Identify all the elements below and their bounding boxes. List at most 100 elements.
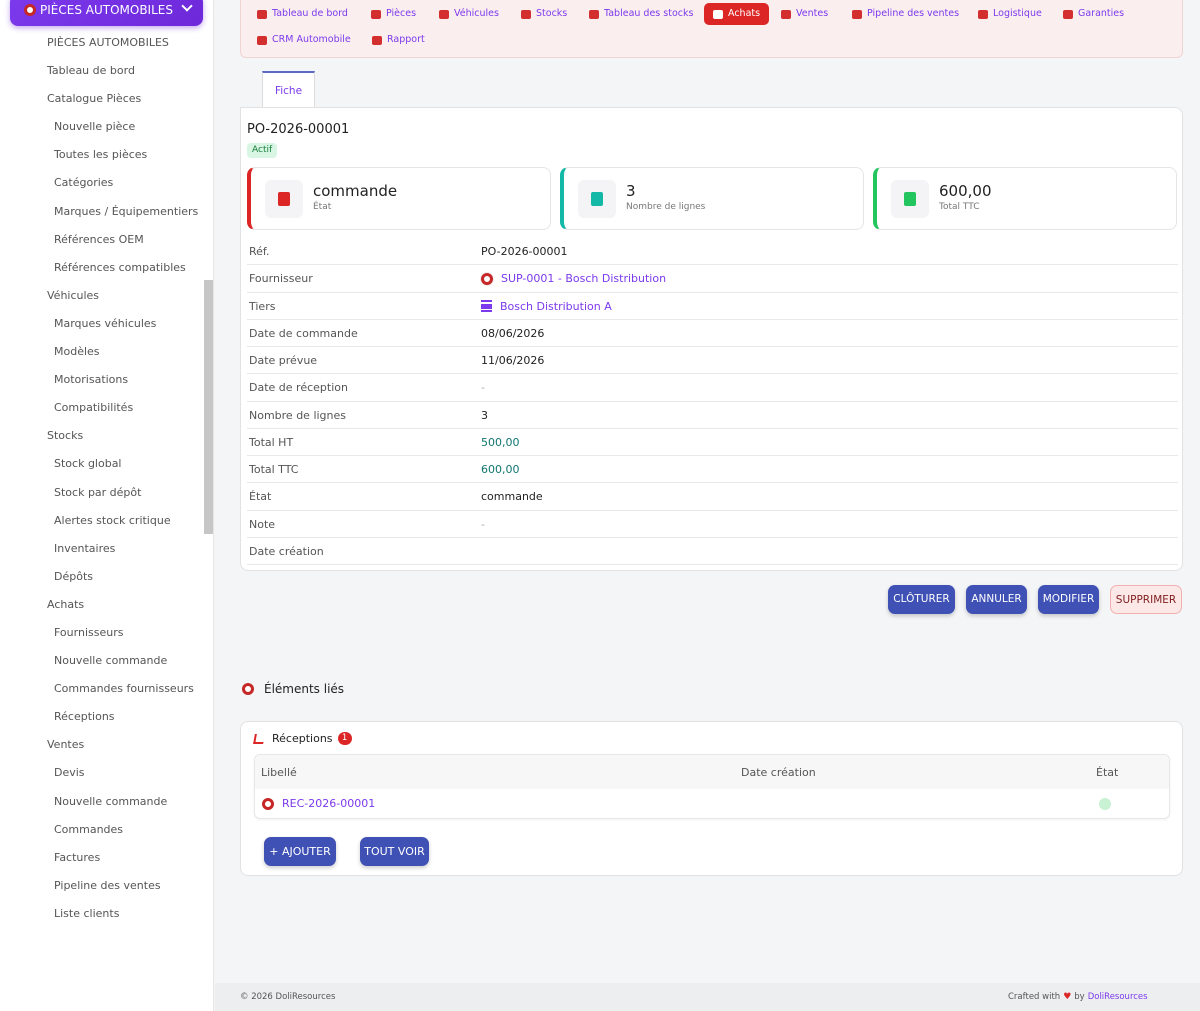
- nav-item[interactable]: Ventes: [781, 3, 828, 25]
- detail-value-text[interactable]: Bosch Distribution A: [500, 299, 612, 313]
- sidebar-item[interactable]: Stock par dépôt: [54, 485, 142, 499]
- detail-value-text: 11/06/2026: [481, 354, 545, 367]
- nav-item[interactable]: Garanties: [1063, 3, 1124, 25]
- sidebar-item[interactable]: Marques véhicules: [54, 316, 157, 330]
- detail-value-text[interactable]: SUP-0001 - Bosch Distribution: [501, 272, 667, 286]
- sidebar-item[interactable]: Nouvelle commande: [54, 654, 168, 668]
- sidebar-item[interactable]: Inventaires: [54, 541, 116, 555]
- detail-label: Nombre de lignes: [249, 408, 347, 422]
- receptions-title: Réceptions: [272, 732, 333, 745]
- nav-item[interactable]: Stocks: [521, 3, 567, 25]
- kpi-total-ttc: 600,00 Total TTC: [873, 167, 1177, 230]
- detail-row: Date création: [247, 538, 1178, 565]
- sidebar-item[interactable]: Nouvelle commande: [54, 794, 168, 808]
- sidebar-item[interactable]: Liste clients: [54, 906, 120, 920]
- sidebar-scrollbar[interactable]: [204, 280, 213, 534]
- detail-value[interactable]: Bosch Distribution A: [481, 300, 612, 313]
- sidebar-item[interactable]: Ventes: [47, 738, 85, 752]
- detail-label: Note: [249, 517, 276, 531]
- grid-icon: [589, 9, 599, 19]
- detail-value[interactable]: SUP-0001 - Bosch Distribution: [481, 272, 666, 285]
- receptions-table: Libellé Date création État REC-2026-0000…: [254, 754, 1170, 819]
- sidebar-item[interactable]: Stock global: [54, 457, 122, 471]
- sidebar-item[interactable]: Alertes stock critique: [54, 513, 171, 527]
- view-all-button[interactable]: TOUT VOIR: [360, 837, 429, 866]
- sidebar-item[interactable]: Références compatibles: [54, 260, 186, 274]
- detail-row: Total HT 500,00: [247, 429, 1178, 456]
- nav-item[interactable]: Tableau des stocks: [589, 3, 693, 25]
- nav-item-label: Pièces: [386, 8, 417, 19]
- detail-label: Total HT: [249, 435, 294, 449]
- nav-item-label: Stocks: [536, 8, 568, 19]
- nav-item[interactable]: Achats: [704, 3, 770, 25]
- close-order-button[interactable]: CLÔTURER: [888, 585, 955, 614]
- add-linked-button[interactable]: + AJOUTER: [264, 837, 336, 866]
- footer-brand-link[interactable]: DoliResources: [1087, 992, 1148, 1002]
- receptions-count-badge: 1: [337, 732, 352, 745]
- sidebar-item[interactable]: Commandes: [54, 822, 124, 836]
- chevron-down-icon[interactable]: [181, 2, 193, 14]
- column-header-status[interactable]: État: [1096, 766, 1119, 779]
- nav-item[interactable]: Rapport: [372, 29, 425, 51]
- column-header-label[interactable]: Libellé: [261, 766, 297, 779]
- detail-value-text: commande: [481, 490, 543, 504]
- document-icon: [265, 180, 303, 218]
- detail-row: Note -: [247, 511, 1178, 538]
- edit-button[interactable]: MODIFIER: [1038, 585, 1099, 614]
- sidebar-item[interactable]: Factures: [54, 850, 101, 864]
- detail-value: 600,00: [481, 463, 520, 476]
- reception-link[interactable]: REC-2026-00001: [262, 797, 375, 810]
- nav-item[interactable]: CRM Automobile: [257, 29, 351, 51]
- sidebar-menu: PIÈCES AUTOMOBILES Tableau de bord Catalog…: [0, 29, 204, 928]
- sidebar-item[interactable]: Toutes les pièces: [54, 148, 148, 162]
- kpi-status: commande État: [247, 167, 551, 230]
- sidebar-item[interactable]: Motorisations: [54, 373, 129, 387]
- sidebar-item[interactable]: Devis: [54, 766, 85, 780]
- sidebar-item[interactable]: Compatibilités: [54, 401, 134, 415]
- column-header-date[interactable]: Date création: [741, 766, 816, 779]
- dolly-icon: [253, 733, 265, 744]
- nav-item[interactable]: Pipeline des ventes: [852, 3, 959, 25]
- nav-item-label: Ventes: [796, 8, 829, 19]
- detail-value-text: PO-2026-00001: [481, 245, 568, 258]
- tab-fiche[interactable]: Fiche: [262, 71, 315, 108]
- sidebar-item[interactable]: Achats: [47, 597, 85, 611]
- sidebar-item[interactable]: PIÈCES AUTOMOBILES: [47, 36, 169, 49]
- sidebar: PIÈCES AUTOMOBILES PIÈCES AUTOMOBILES Tab…: [0, 0, 214, 1011]
- gear-icon: [242, 683, 254, 695]
- status-dot-icon: [1099, 798, 1111, 810]
- sidebar-item[interactable]: Pipeline des ventes: [54, 878, 161, 892]
- detail-row: Total TTC 600,00: [247, 456, 1178, 484]
- sidebar-item[interactable]: Commandes fournisseurs: [54, 682, 194, 696]
- sidebar-item[interactable]: Modèles: [54, 345, 100, 359]
- sidebar-item[interactable]: Fournisseurs: [54, 625, 124, 639]
- sidebar-item[interactable]: Références OEM: [54, 232, 144, 246]
- sidebar-item[interactable]: Réceptions: [54, 710, 115, 724]
- sidebar-item[interactable]: Stocks: [47, 429, 84, 443]
- reception-ref[interactable]: REC-2026-00001: [282, 797, 376, 810]
- detail-value: 3: [481, 409, 488, 422]
- kpi-label: État: [313, 202, 332, 212]
- sidebar-item[interactable]: Tableau de bord: [47, 64, 135, 78]
- cancel-order-button[interactable]: ANNULER: [966, 585, 1027, 614]
- delete-button[interactable]: SUPPRIMER: [1110, 585, 1182, 614]
- nav-item-label: Pipeline des ventes: [867, 8, 960, 19]
- module-switcher[interactable]: PIÈCES AUTOMOBILES: [10, 0, 203, 26]
- module-title: PIÈCES AUTOMOBILES: [40, 3, 173, 17]
- dashboard-icon: [257, 9, 267, 19]
- nav-item[interactable]: Pièces: [371, 3, 416, 25]
- nav-item[interactable]: Logistique: [978, 3, 1042, 25]
- sidebar-item[interactable]: Catalogue Pièces: [47, 92, 142, 106]
- sidebar-item[interactable]: Véhicules: [47, 288, 100, 302]
- sidebar-item[interactable]: Dépôts: [54, 569, 93, 583]
- nav-item[interactable]: Véhicules: [439, 3, 499, 25]
- detail-label: État: [249, 490, 272, 504]
- detail-value-text: 3: [481, 408, 488, 422]
- coins-icon: [891, 180, 929, 218]
- detail-row: Date de commande 08/06/2026: [247, 320, 1178, 347]
- nav-item[interactable]: Tableau de bord: [257, 3, 348, 25]
- sidebar-item[interactable]: Catégories: [54, 176, 114, 190]
- sidebar-item[interactable]: Marques / Équipementiers: [54, 204, 199, 218]
- table-header: Libellé Date création État: [255, 755, 1169, 789]
- sidebar-item[interactable]: Nouvelle pièce: [54, 120, 136, 134]
